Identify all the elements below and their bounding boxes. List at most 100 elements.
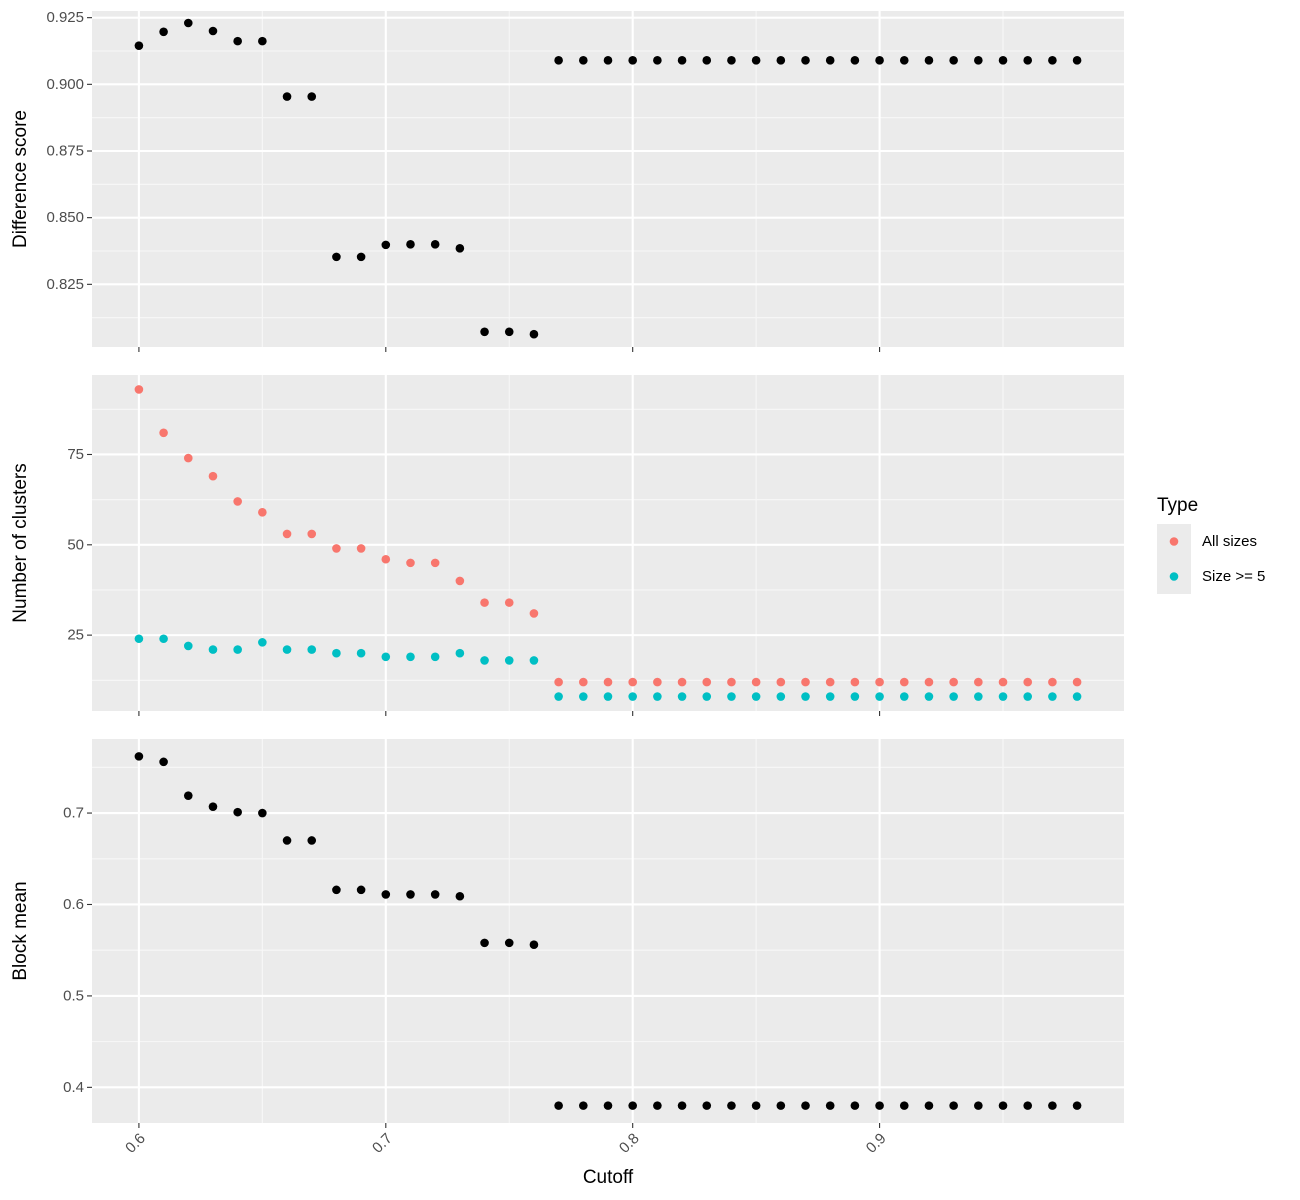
data-point-panel3 [1023,1101,1033,1110]
data-point-panel2-all-sizes [430,558,440,568]
panel-background-2 [92,375,1124,711]
data-point-panel1 [134,41,144,50]
data-point-panel2-all-sizes [356,544,366,553]
data-point-panel2-all-sizes [974,677,983,687]
y-tick-label: 0.5 [63,987,84,1004]
x-tick-label: 0.9 [863,1130,890,1157]
data-point-panel2-all-sizes [801,677,810,687]
data-point-panel2-all-sizes [406,558,415,568]
data-point-panel3 [381,890,391,899]
data-point-panel2-size-5 [949,692,958,701]
data-point-panel2-all-sizes [1048,677,1057,687]
data-point-panel3 [554,1101,563,1110]
data-point-panel1 [258,36,267,46]
data-point-panel2-size-5 [727,692,736,701]
data-point-panel2-size-5 [406,652,415,662]
data-point-panel3 [702,1101,712,1110]
data-point-panel1 [504,327,514,337]
data-point-panel1 [850,56,860,65]
panel-background-3 [92,739,1124,1123]
data-point-panel2-size-5 [825,692,835,701]
data-point-panel3 [332,885,341,895]
data-point-panel3 [974,1101,983,1110]
data-point-panel3 [430,890,440,899]
data-point-panel2-all-sizes [183,453,193,463]
data-point-panel2-all-sizes [579,677,588,687]
data-point-panel3 [677,1101,687,1110]
panel-background-1 [92,11,1124,347]
data-point-panel3 [307,836,317,845]
data-point-panel1 [924,56,934,65]
data-point-panel3 [801,1101,810,1110]
data-point-panel3 [1048,1101,1057,1110]
data-point-panel2-size-5 [381,652,391,662]
data-point-panel3 [850,1101,860,1110]
data-point-panel2-all-sizes [825,677,835,687]
data-point-panel2-all-sizes [282,529,292,539]
data-point-panel3 [875,1101,884,1110]
data-point-panel1 [974,56,983,65]
data-point-panel2-size-5 [875,692,884,701]
data-point-panel2-size-5 [579,692,588,701]
data-point-panel1 [751,56,761,65]
data-point-panel1 [801,56,810,65]
data-point-panel2-all-sizes [307,529,317,539]
data-point-panel2-size-5 [801,692,810,701]
data-point-panel3 [406,890,415,899]
data-point-panel2-all-sizes [628,677,637,687]
data-point-panel1 [159,27,168,37]
data-point-panel2-size-5 [751,692,761,701]
data-point-panel2-size-5 [899,692,909,701]
data-point-panel2-size-5 [603,692,613,701]
x-tick-label: 0.8 [616,1130,643,1157]
data-point-panel2-all-sizes [332,544,341,553]
data-point-panel1 [381,240,391,250]
data-point-panel1 [727,56,736,65]
data-point-panel1 [998,56,1008,65]
data-point-panel1 [628,56,637,65]
data-point-panel2-all-sizes [1072,677,1082,687]
data-point-panel2-all-sizes [949,677,958,687]
data-point-panel3 [603,1101,613,1110]
data-point-panel3 [727,1101,736,1110]
data-point-panel2-size-5 [480,656,489,665]
data-point-panel3 [579,1101,588,1110]
data-point-panel2-size-5 [850,692,860,701]
y-tick-label: 0.6 [63,896,84,913]
data-point-panel2-size-5 [677,692,687,701]
data-point-panel1 [356,252,366,262]
data-point-panel2-all-sizes [899,677,909,687]
data-point-panel2-size-5 [282,645,292,654]
data-point-panel2-size-5 [430,652,440,662]
data-point-panel1 [480,327,489,337]
data-point-panel2-size-5 [1048,692,1057,701]
data-point-panel3 [751,1101,761,1110]
data-point-panel3 [356,885,366,895]
y-tick-label: 25 [67,627,84,644]
data-point-panel2-all-sizes [751,677,761,687]
legend-label: All sizes [1202,533,1257,550]
data-point-panel3 [183,791,193,800]
data-point-panel2-size-5 [332,648,341,658]
y-tick-label: 50 [67,536,84,553]
y-tick-label: 0.900 [46,76,84,93]
data-point-panel1 [825,56,835,65]
data-point-panel2-size-5 [1023,692,1033,701]
data-point-panel1 [208,26,218,36]
data-point-panel3 [653,1101,662,1110]
data-point-panel1 [430,240,440,249]
x-tick-label: 0.6 [122,1130,149,1157]
y-axis-title: Difference score [10,110,31,248]
data-point-panel1 [233,36,242,46]
data-point-panel1 [603,56,613,65]
data-point-panel2-all-sizes [529,609,539,618]
data-point-panel1 [875,56,884,65]
y-tick-label: 0.7 [63,805,84,822]
y-axis-title: Block mean [10,881,31,980]
data-point-panel3 [208,802,218,811]
data-point-panel3 [504,938,514,948]
data-point-panel2-all-sizes [875,677,884,687]
data-point-panel2-size-5 [455,648,465,658]
data-point-panel3 [233,807,242,817]
